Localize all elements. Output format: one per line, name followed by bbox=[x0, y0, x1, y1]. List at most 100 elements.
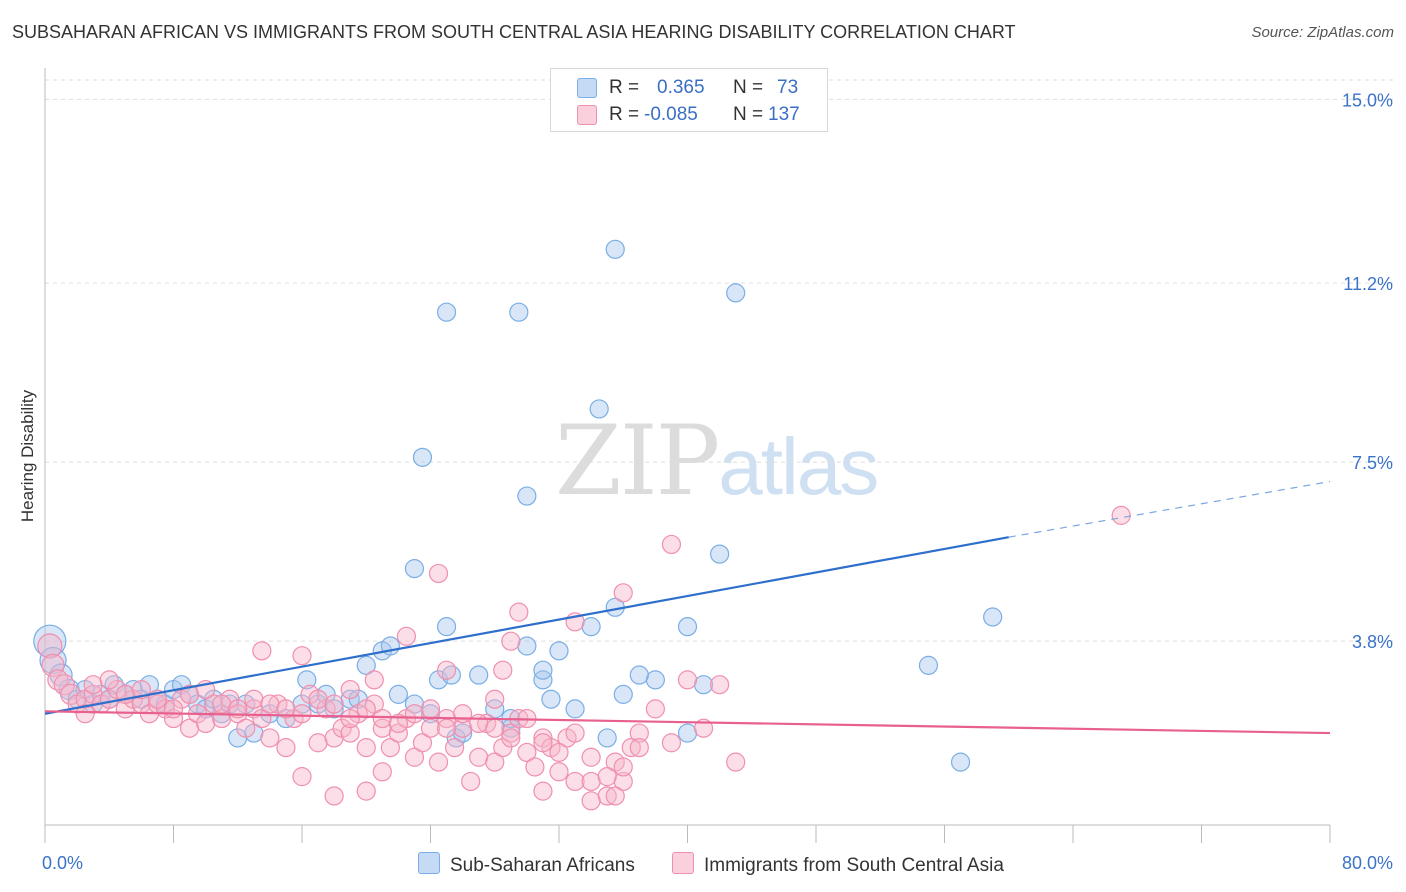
data-point bbox=[533, 660, 553, 680]
data-point bbox=[621, 737, 641, 758]
data-point bbox=[308, 689, 328, 709]
data-point bbox=[388, 713, 408, 734]
data-point bbox=[493, 660, 513, 680]
data-point bbox=[629, 723, 649, 743]
data-point bbox=[645, 670, 665, 690]
data-point bbox=[693, 718, 714, 738]
data-point bbox=[581, 617, 601, 637]
data-point bbox=[469, 713, 489, 734]
data-point bbox=[485, 689, 505, 709]
data-point bbox=[75, 704, 95, 724]
data-point bbox=[356, 655, 376, 675]
data-point bbox=[297, 670, 317, 690]
data-point bbox=[260, 694, 280, 714]
data-point bbox=[372, 708, 392, 729]
y-tick-label: 3.8% bbox=[1352, 632, 1393, 652]
data-point bbox=[493, 737, 513, 758]
data-point bbox=[533, 728, 553, 748]
data-point bbox=[710, 675, 730, 695]
data-point bbox=[710, 544, 730, 564]
series-south-central-asia bbox=[37, 505, 1131, 811]
data-point bbox=[212, 694, 232, 714]
data-point bbox=[1111, 505, 1131, 525]
data-point bbox=[645, 699, 665, 719]
data-point bbox=[33, 624, 67, 658]
data-point bbox=[533, 733, 553, 753]
data-point bbox=[661, 534, 682, 555]
data-point bbox=[509, 302, 529, 322]
data-point bbox=[99, 670, 119, 690]
legend-r-value: 0.365 bbox=[657, 77, 705, 98]
data-point bbox=[428, 752, 449, 772]
data-point bbox=[364, 670, 384, 690]
y-tick-label: 7.5% bbox=[1352, 453, 1393, 473]
data-point bbox=[533, 781, 553, 801]
x-tick-label-min: 0.0% bbox=[42, 853, 83, 873]
bottom-legend-label: Immigrants from South Central Asia bbox=[704, 855, 1004, 876]
data-point bbox=[983, 607, 1003, 627]
bottom-legend-swatch-pink bbox=[672, 852, 694, 874]
data-point bbox=[244, 689, 264, 709]
y-tick-label: 11.2% bbox=[1343, 274, 1393, 294]
data-point bbox=[324, 699, 344, 719]
data-point bbox=[356, 737, 376, 758]
data-point bbox=[629, 665, 649, 685]
legend-r-value: -0.085 bbox=[644, 104, 698, 125]
data-point bbox=[41, 653, 65, 677]
watermark-zip: ZIP bbox=[555, 405, 720, 517]
data-point bbox=[605, 786, 625, 806]
data-point bbox=[661, 733, 682, 753]
data-point bbox=[726, 752, 746, 772]
data-point bbox=[469, 665, 489, 685]
data-point bbox=[677, 617, 698, 637]
data-point bbox=[461, 771, 481, 792]
data-point bbox=[469, 747, 489, 767]
data-point bbox=[404, 559, 425, 579]
data-point bbox=[549, 742, 569, 763]
data-point bbox=[292, 704, 312, 724]
data-point bbox=[228, 699, 248, 719]
data-point bbox=[918, 655, 939, 675]
data-point bbox=[404, 704, 425, 724]
axis-layer bbox=[44, 68, 1331, 843]
data-point bbox=[428, 670, 449, 690]
legend-n-label: N = bbox=[733, 77, 764, 98]
data-point bbox=[436, 660, 457, 680]
data-point bbox=[324, 786, 344, 806]
data-point bbox=[693, 675, 714, 695]
data-point bbox=[485, 752, 505, 772]
data-point bbox=[525, 757, 545, 777]
data-point bbox=[581, 747, 601, 767]
data-point bbox=[581, 771, 601, 792]
data-point bbox=[565, 699, 585, 719]
data-point bbox=[163, 699, 184, 719]
data-point bbox=[581, 791, 601, 811]
data-point bbox=[533, 670, 553, 690]
source-label: Source: ZipAtlas.com bbox=[1251, 24, 1394, 41]
data-point bbox=[308, 733, 328, 753]
legend-r-label: R = bbox=[609, 77, 640, 98]
legend-n-label: N = bbox=[733, 104, 764, 125]
data-point bbox=[613, 684, 633, 704]
data-point bbox=[605, 239, 625, 259]
trend-line-south-central-asia bbox=[44, 710, 1331, 735]
data-point bbox=[436, 718, 457, 738]
data-point bbox=[340, 723, 360, 743]
trend-layer bbox=[44, 480, 1331, 735]
data-point bbox=[517, 486, 537, 506]
y-tick-label: 15.0% bbox=[1342, 90, 1393, 110]
data-point bbox=[420, 718, 441, 738]
data-point bbox=[436, 617, 457, 637]
chart-title: SUBSAHARAN AFRICAN VS IMMIGRANTS FROM SO… bbox=[12, 22, 1016, 42]
data-point bbox=[428, 563, 449, 584]
data-point bbox=[501, 631, 521, 651]
data-point bbox=[444, 737, 465, 758]
data-point bbox=[276, 737, 296, 758]
data-point bbox=[324, 694, 344, 714]
data-point bbox=[629, 737, 649, 758]
bottom-legend-subsaharan: Sub-Saharan Africans bbox=[418, 852, 635, 877]
tick-label-layer: 3.8% 7.5% 11.2% 15.0% 0.0% 80.0% bbox=[42, 90, 1393, 873]
data-point bbox=[565, 723, 585, 743]
data-point bbox=[597, 767, 617, 787]
